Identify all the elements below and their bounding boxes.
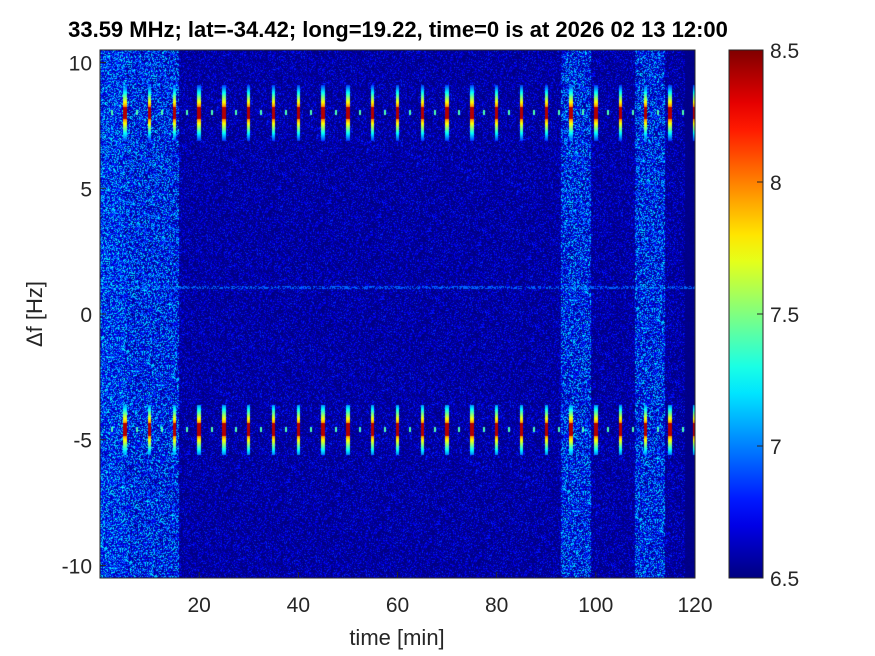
y-axis-ticks: -10 -5 0 5 10 <box>62 53 106 578</box>
y-tick-label: 5 <box>80 178 92 201</box>
y-tick-label: -5 <box>73 430 92 453</box>
x-tick-label: 80 <box>485 594 508 617</box>
colorbar-tick-label: 6.5 <box>770 568 799 591</box>
colorbar-tick-label: 7 <box>770 436 782 459</box>
y-tick-label: 10 <box>69 53 92 76</box>
colorbar: 6.5 7 7.5 8 8.5 <box>728 40 799 591</box>
colorbar-tick-label: 8 <box>770 172 782 195</box>
heatmap-image <box>100 50 695 578</box>
x-axis-label: time [min] <box>349 625 444 650</box>
colorbar-ticks: 6.5 7 7.5 8 8.5 <box>757 40 799 591</box>
heatmap-image-wrapper <box>100 50 695 578</box>
x-tick-label: 120 <box>677 594 712 617</box>
colorbar-tick-label: 7.5 <box>770 304 799 327</box>
x-tick-label: 100 <box>578 594 613 617</box>
chart-title: 33.59 MHz; lat=-34.42; long=19.22, time=… <box>68 17 728 42</box>
x-tick-label: 20 <box>187 594 210 617</box>
y-tick-label: 0 <box>80 304 92 327</box>
y-tick-label: -10 <box>62 555 92 578</box>
x-tick-label: 60 <box>386 594 409 617</box>
plot-area <box>99 49 696 579</box>
x-tick-label: 40 <box>287 594 310 617</box>
x-axis-ticks: 20 40 60 80 100 120 <box>187 572 713 617</box>
colorbar-tick-label: 8.5 <box>770 40 799 63</box>
y-axis-label: Δf [Hz] <box>22 281 47 347</box>
